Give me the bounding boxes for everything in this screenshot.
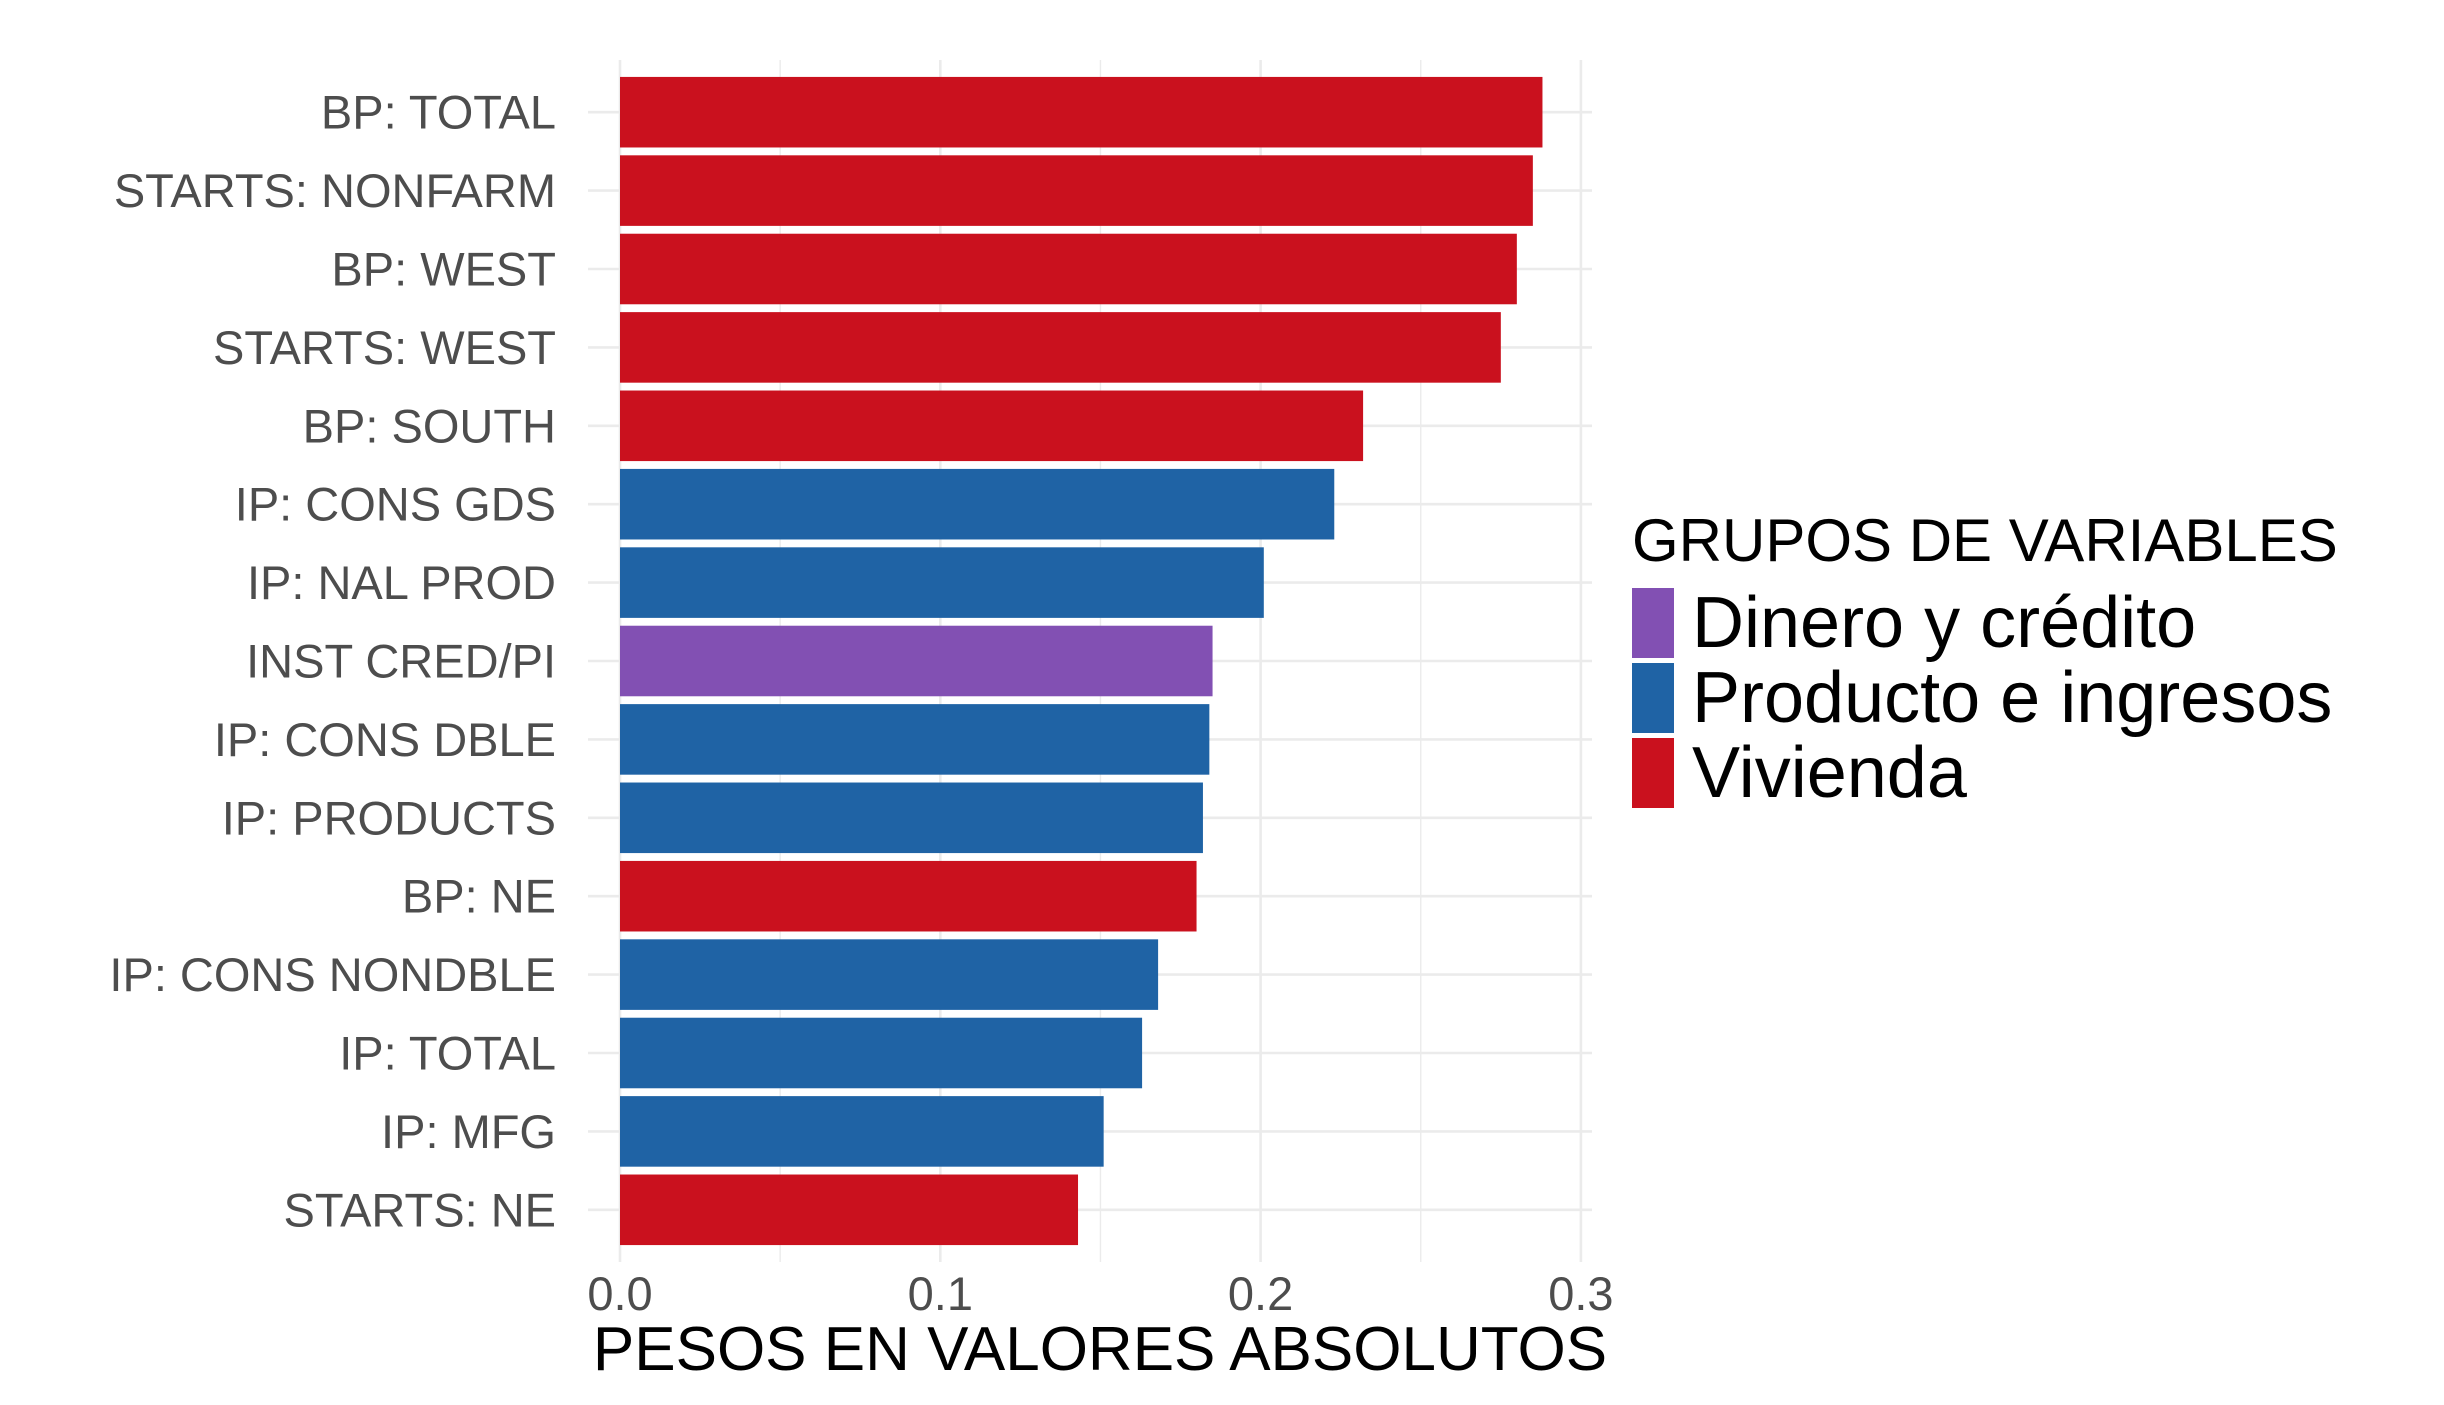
bar: [620, 76, 1543, 148]
bar: [620, 939, 1159, 1010]
bar: [620, 155, 1533, 226]
bar: [620, 1096, 1104, 1167]
legend-key: [1632, 663, 1674, 733]
y-tick-label: BP: WEST: [331, 243, 556, 296]
y-tick-label: INST CRED/PI: [246, 635, 556, 688]
y-tick-label: STARTS: NONFARM: [114, 164, 556, 217]
bar: [620, 625, 1213, 697]
bar: [620, 1017, 1143, 1089]
x-tick-label: 0.3: [1548, 1267, 1613, 1320]
bar: [620, 782, 1203, 854]
x-tick-label: 0.2: [1228, 1267, 1293, 1320]
y-tick-label: BP: SOUTH: [303, 399, 556, 452]
bar: [620, 312, 1501, 383]
y-tick-label: IP: TOTAL: [339, 1027, 556, 1080]
bar: [620, 468, 1335, 540]
y-tick-label: BP: TOTAL: [321, 86, 556, 139]
legend-key: [1632, 738, 1674, 808]
bar: [620, 233, 1517, 305]
legend-label: Dinero y crédito: [1692, 583, 2196, 663]
bars: [620, 76, 1543, 1246]
x-tick-label: 0.0: [587, 1267, 652, 1320]
x-axis-tick-labels: 0.0 0.1 0.2 0.3: [587, 1267, 1613, 1320]
bar: [620, 1174, 1079, 1246]
legend-label: Producto e ingresos: [1692, 658, 2332, 738]
x-tick-label: 0.1: [908, 1267, 973, 1320]
y-tick-label: IP: PRODUCTS: [222, 791, 556, 844]
y-tick-label: IP: CONS GDS: [235, 478, 556, 531]
y-tick-label: STARTS: NE: [284, 1183, 556, 1236]
x-axis-title: PESOS EN VALORES ABSOLUTOS: [593, 1315, 1607, 1384]
bar: [620, 390, 1364, 462]
legend-title: GRUPOS DE VARIABLES: [1632, 507, 2338, 574]
y-axis-tick-labels: BP: TOTAL STARTS: NONFARM BP: WEST STARTS: …: [109, 86, 556, 1237]
legend: GRUPOS DE VARIABLES Dinero y créditoProd…: [1632, 507, 2338, 813]
y-tick-label: IP: NAL PROD: [247, 556, 556, 609]
bar: [620, 704, 1210, 775]
y-tick-label: STARTS: WEST: [213, 321, 556, 374]
legend-key: [1632, 588, 1674, 658]
legend-label: Vivienda: [1692, 733, 1968, 813]
y-tick-label: BP: NE: [402, 870, 556, 923]
bar: [620, 547, 1264, 618]
y-tick-label: IP: CONS DBLE: [214, 713, 556, 766]
bar: [620, 860, 1197, 932]
y-tick-label: IP: CONS NONDBLE: [109, 948, 556, 1001]
y-tick-label: IP: MFG: [381, 1105, 556, 1158]
